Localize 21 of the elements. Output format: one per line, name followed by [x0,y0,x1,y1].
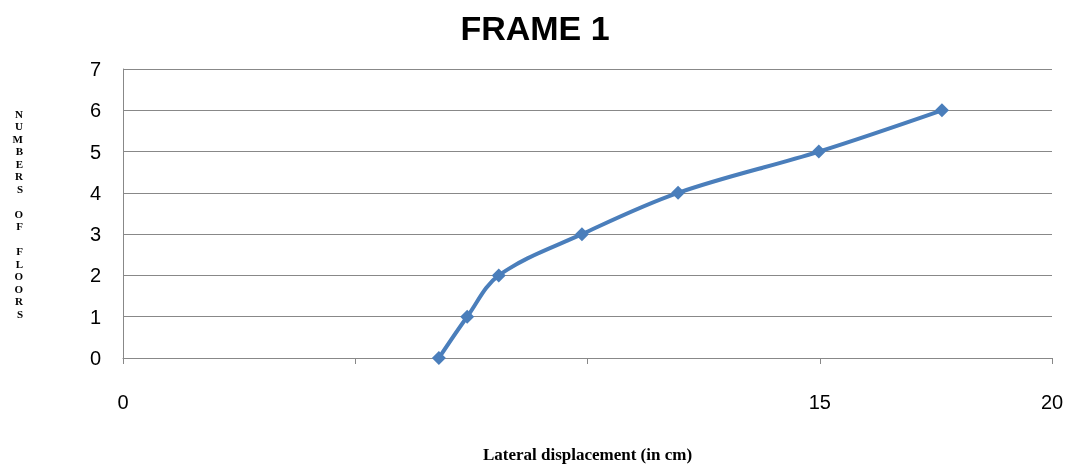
point [671,185,686,200]
y-tick-label: 4 [89,181,101,204]
point [431,351,446,365]
x-tick-label: 20 [1040,391,1064,413]
y-tick-label: 3 [89,223,101,246]
point [460,309,475,324]
point [574,227,589,242]
chart-title: FRAME 1 [460,9,610,47]
y-tick-label: 6 [89,99,101,122]
x-tick-label: 0 [117,391,129,413]
point [934,103,949,118]
y-tick-label: 2 [89,264,101,287]
point [491,268,506,283]
y-tick-label: 5 [89,140,101,163]
text: NUMBERS OF FLOORS [12,107,23,320]
x-tick-label: 15 [808,391,831,413]
y-tick-label: 7 [89,58,101,80]
x-axis-title: Lateral displacement (in cm) [482,445,693,464]
y-tick-label: 0 [89,347,101,369]
y-tick-label: 1 [89,305,101,328]
point [811,144,826,159]
